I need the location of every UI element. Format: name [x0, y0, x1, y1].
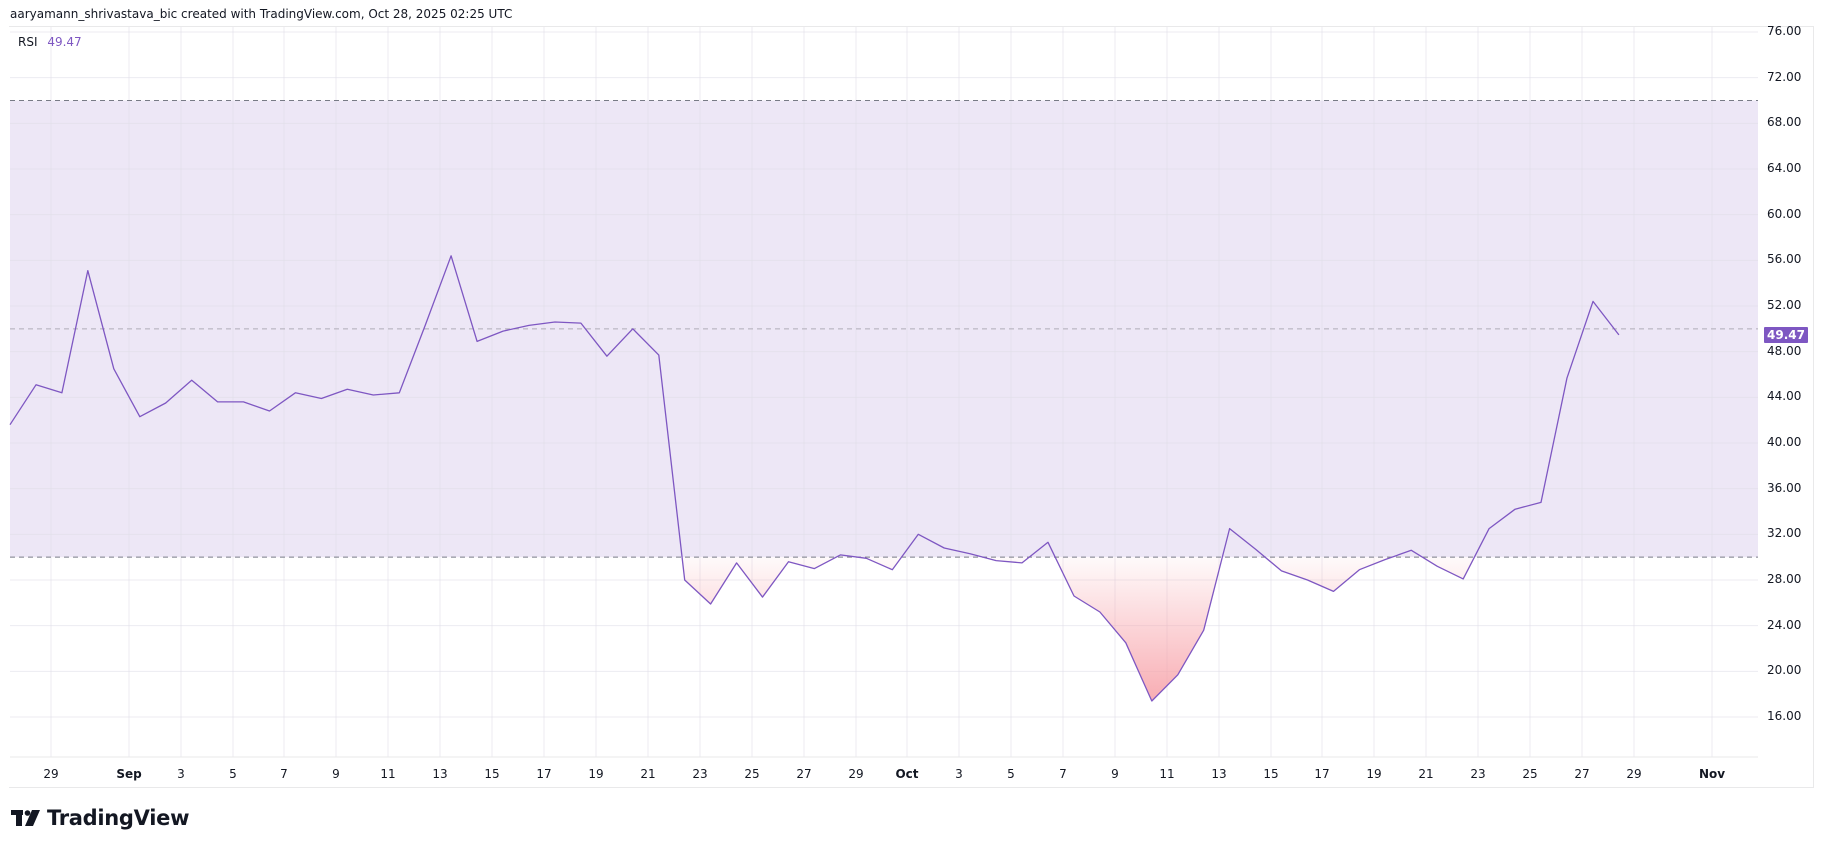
x-axis-label: 23	[1470, 767, 1486, 781]
rsi-line	[9, 255, 1620, 702]
x-axis-label: Oct	[895, 767, 919, 781]
x-axis-label: Nov	[1698, 767, 1726, 781]
x-axis-label: 27	[796, 767, 812, 781]
y-axis-label: 32.00	[1767, 526, 1802, 541]
y-axis-label: 16.00	[1767, 709, 1802, 723]
brand-name: TradingView	[47, 806, 190, 830]
y-axis-label: 40.00	[1767, 435, 1802, 449]
x-axis-label: 21	[640, 767, 656, 781]
x-axis-label: 23	[692, 767, 708, 781]
x-axis-label: 29	[43, 767, 59, 781]
chart-frame	[9, 26, 1814, 788]
x-axis-label: 27	[1574, 767, 1590, 781]
y-axis-label: 24.00	[1767, 617, 1802, 632]
y-axis-label: 68.00	[1767, 115, 1802, 130]
x-axis-label: 19	[1366, 767, 1382, 781]
x-axis-label: 13	[432, 767, 448, 781]
x-axis-label: 3	[177, 767, 185, 781]
x-axis-label: 13	[1211, 767, 1227, 781]
tradingview-logo-icon	[11, 810, 40, 826]
x-axis-label: 9	[332, 767, 340, 781]
y-axis-label: 44.00	[1767, 389, 1802, 404]
x-axis-label: 17	[1314, 767, 1330, 781]
x-axis-label: 25	[1522, 767, 1538, 781]
y-axis-label: 76.00	[1767, 24, 1802, 38]
x-axis-label: 3	[955, 767, 963, 781]
legend-indicator-name: RSI	[18, 35, 38, 49]
x-axis-label: 7	[1059, 767, 1067, 781]
y-axis-label: 56.00	[1767, 252, 1802, 267]
x-axis-label: 11	[1159, 767, 1175, 781]
x-axis-label: 15	[484, 767, 500, 781]
attribution-text: aaryamann_shrivastava_bic created with T…	[10, 7, 513, 21]
x-axis-label: 5	[229, 767, 237, 781]
x-axis-label: 17	[536, 767, 552, 781]
y-axis-label: 20.00	[1767, 663, 1802, 678]
y-axis-label: 28.00	[1767, 572, 1802, 586]
y-axis-label: 60.00	[1767, 206, 1802, 221]
x-axis-label: 5	[1007, 767, 1015, 781]
x-axis-label: 29	[848, 767, 864, 781]
y-axis-label: 52.00	[1767, 298, 1802, 312]
x-axis-label: 7	[280, 767, 288, 781]
x-axis-label: 11	[380, 767, 396, 781]
y-axis-label: 72.00	[1767, 69, 1802, 84]
y-axis-label: 48.00	[1767, 343, 1802, 358]
x-axis-label: 25	[744, 767, 760, 781]
x-axis-label: Sep	[116, 767, 142, 781]
x-axis-label: 29	[1626, 767, 1642, 781]
legend[interactable]: RSI 49.47	[18, 35, 82, 49]
x-axis-label: 9	[1111, 767, 1119, 781]
legend-indicator-value: 49.47	[47, 35, 82, 49]
x-axis-label: 21	[1418, 767, 1434, 781]
x-axis-label: 15	[1263, 767, 1279, 781]
y-axis-label: 64.00	[1767, 161, 1802, 175]
tradingview-logo[interactable]: TradingView	[11, 806, 189, 830]
y-axis-label: 36.00	[1767, 480, 1802, 495]
oversold-fill	[10, 557, 1619, 702]
current-value-tag: 49.47	[1764, 326, 1808, 343]
x-axis-label: 19	[588, 767, 604, 781]
